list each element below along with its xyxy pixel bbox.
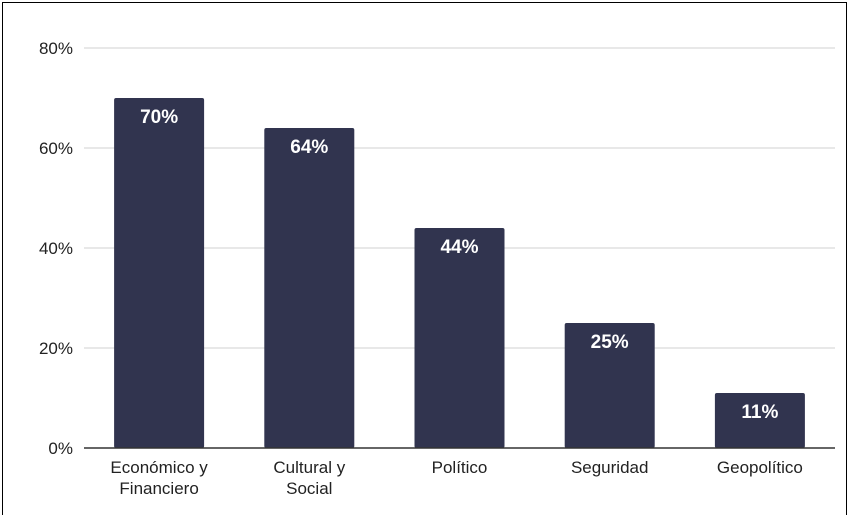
y-tick-label: 40%	[39, 239, 73, 258]
x-category-label-line: Económico y	[110, 458, 208, 477]
bar-data-labels: 70% 64% 44% 25% 11%	[140, 107, 778, 423]
y-tick-label: 60%	[39, 139, 73, 158]
x-category-label-line: Político	[432, 458, 488, 477]
bar-value-label: 64%	[290, 137, 328, 158]
x-category-label: Geopolítico	[717, 458, 803, 477]
x-category-label-line: Cultural y	[273, 458, 345, 477]
bar	[564, 323, 655, 448]
x-category-label-line: Geopolítico	[717, 458, 803, 477]
bar-value-label: 44%	[440, 237, 478, 258]
bar-value-label: 25%	[591, 332, 629, 353]
x-axis-category-labels: Económico y Financiero Cultural y Social Pol…	[110, 458, 802, 498]
bar	[414, 228, 505, 448]
x-category-label: Económico y Financiero	[110, 458, 208, 498]
x-category-label: Seguridad	[571, 458, 649, 477]
y-tick-label: 80%	[39, 39, 73, 58]
bar-value-label: 70%	[140, 107, 178, 128]
y-axis-tick-labels: 0% 20% 40% 60% 80%	[39, 39, 73, 458]
x-category-label: Político	[432, 458, 488, 477]
bar	[264, 128, 355, 448]
bar	[114, 98, 205, 448]
bar-value-label: 11%	[741, 402, 778, 423]
y-tick-label: 20%	[39, 339, 73, 358]
bars	[114, 98, 805, 448]
x-category-label-line: Social	[286, 479, 332, 498]
x-category-label-line: Financiero	[119, 479, 198, 498]
bar	[714, 393, 805, 448]
bar-chart: 0% 20% 40% 60% 80% 70% 64% 44% 25% 11% Económico…	[39, 39, 835, 498]
y-tick-label: 0%	[48, 439, 73, 458]
x-category-label-line: Seguridad	[571, 458, 649, 477]
x-category-label: Cultural y Social	[273, 458, 345, 498]
